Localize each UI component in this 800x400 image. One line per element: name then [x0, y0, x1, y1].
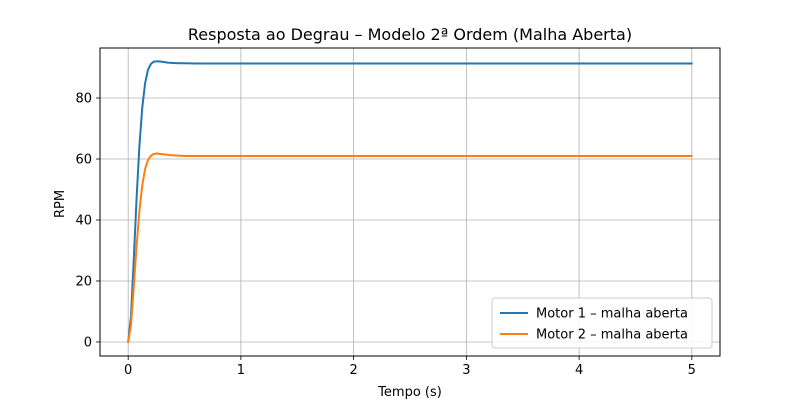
x-tick-label: 1: [237, 363, 245, 378]
x-tick-label: 3: [462, 363, 470, 378]
series-layer: [127, 60, 693, 343]
x-axis: 0 1 2 3 4 5: [124, 356, 696, 378]
x-tick-label: 5: [688, 363, 696, 378]
plot-frame: [99, 47, 721, 357]
legend-label: Motor 2 – malha aberta: [536, 328, 688, 343]
y-axis: 0 20 40 60 80: [75, 92, 100, 350]
legend-label: Motor 1 – malha aberta: [536, 307, 688, 322]
x-tick-label: 0: [124, 363, 132, 378]
x-tick-label: 2: [349, 363, 357, 378]
y-tick-label: 0: [84, 335, 92, 350]
x-axis-label: Tempo (s): [377, 385, 442, 400]
chart-title: Resposta ao Degrau – Modelo 2ª Ordem (Ma…: [188, 25, 632, 44]
y-axis-label: RPM: [53, 190, 68, 218]
series-line-motor-1: [127, 60, 693, 343]
x-tick-label: 4: [575, 363, 583, 378]
legend-box: [491, 297, 713, 349]
y-tick-label: 60: [75, 153, 92, 168]
legend: Motor 1 – malha aberta Motor 2 – malha ab…: [491, 297, 713, 349]
y-tick-label: 80: [75, 92, 92, 107]
y-tick-label: 20: [75, 274, 92, 289]
y-tick-label: 40: [75, 213, 92, 228]
series-line-motor-2: [127, 152, 693, 343]
